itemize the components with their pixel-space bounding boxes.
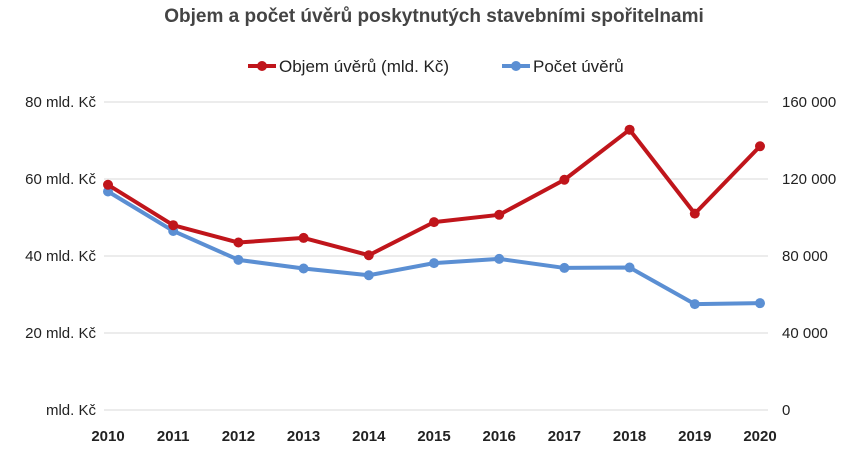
data-point-pocet	[233, 254, 244, 265]
legend: Objem úvěrů (mld. Kč) Počet úvěrů	[248, 57, 624, 76]
x-tick-label: 2020	[743, 428, 776, 445]
series-line-pocet	[106, 189, 762, 307]
left-axis-ticks: mld. Kč 20 mld. Kč 40 mld. Kč 60 mld. Kč 80 …	[25, 94, 96, 419]
data-point-objem	[494, 209, 505, 220]
left-tick-label: mld. Kč	[46, 402, 97, 419]
right-tick-label: 0	[782, 402, 790, 419]
left-tick-label: 80 mld. Kč	[25, 94, 96, 111]
x-tick-label: 2016	[483, 428, 516, 445]
data-point-objem	[429, 217, 439, 228]
legend-marker-pocet	[511, 61, 521, 71]
data-point-objem	[559, 174, 570, 185]
legend-label-objem: Objem úvěrů (mld. Kč)	[279, 57, 449, 76]
data-point-objem	[233, 237, 244, 248]
data-point-objem	[755, 141, 765, 152]
data-point-objem	[103, 179, 113, 190]
legend-label-pocet: Počet úvěrů	[533, 57, 624, 76]
left-tick-label: 40 mld. Kč	[25, 248, 96, 265]
series-line-objem	[106, 127, 762, 258]
x-tick-label: 2010	[91, 428, 124, 445]
chart-title: Objem a počet úvěrů poskytnutých stavebn…	[164, 6, 704, 27]
right-tick-label: 80 000	[782, 248, 828, 265]
legend-marker-objem	[257, 61, 267, 71]
x-tick-label: 2012	[222, 428, 255, 445]
data-point-pocet	[363, 270, 374, 281]
x-tick-label: 2014	[352, 428, 386, 445]
data-point-pocet	[755, 298, 765, 309]
right-tick-label: 40 000	[782, 325, 828, 342]
data-point-objem	[168, 220, 179, 231]
right-tick-label: 120 000	[782, 171, 836, 188]
data-point-objem	[624, 124, 635, 135]
x-axis-ticks: 2010 2011 2012 2013 2014 2015 2016 2017 2018 2019…	[91, 428, 776, 445]
data-point-pocet	[624, 262, 635, 273]
data-point-objem	[363, 250, 374, 261]
data-point-objem	[298, 232, 309, 243]
data-point-objem	[689, 208, 700, 219]
data-point-pocet	[298, 263, 309, 274]
data-point-pocet	[689, 299, 700, 310]
right-axis-ticks: 0 40 000 80 000 120 000 160 000	[782, 94, 836, 419]
x-tick-label: 2011	[157, 428, 190, 445]
data-point-pocet	[494, 253, 505, 264]
x-tick-label: 2013	[287, 428, 320, 445]
left-tick-label: 60 mld. Kč	[25, 171, 96, 188]
x-tick-label: 2015	[417, 428, 450, 445]
x-tick-label: 2019	[678, 428, 711, 445]
x-tick-label: 2018	[613, 428, 646, 445]
gridlines	[104, 101, 768, 411]
left-tick-label: 20 mld. Kč	[25, 325, 96, 342]
x-tick-label: 2017	[548, 428, 581, 445]
data-point-pocet	[429, 258, 439, 269]
right-tick-label: 160 000	[782, 94, 836, 111]
series-layer	[103, 124, 765, 310]
data-point-pocet	[559, 262, 570, 273]
